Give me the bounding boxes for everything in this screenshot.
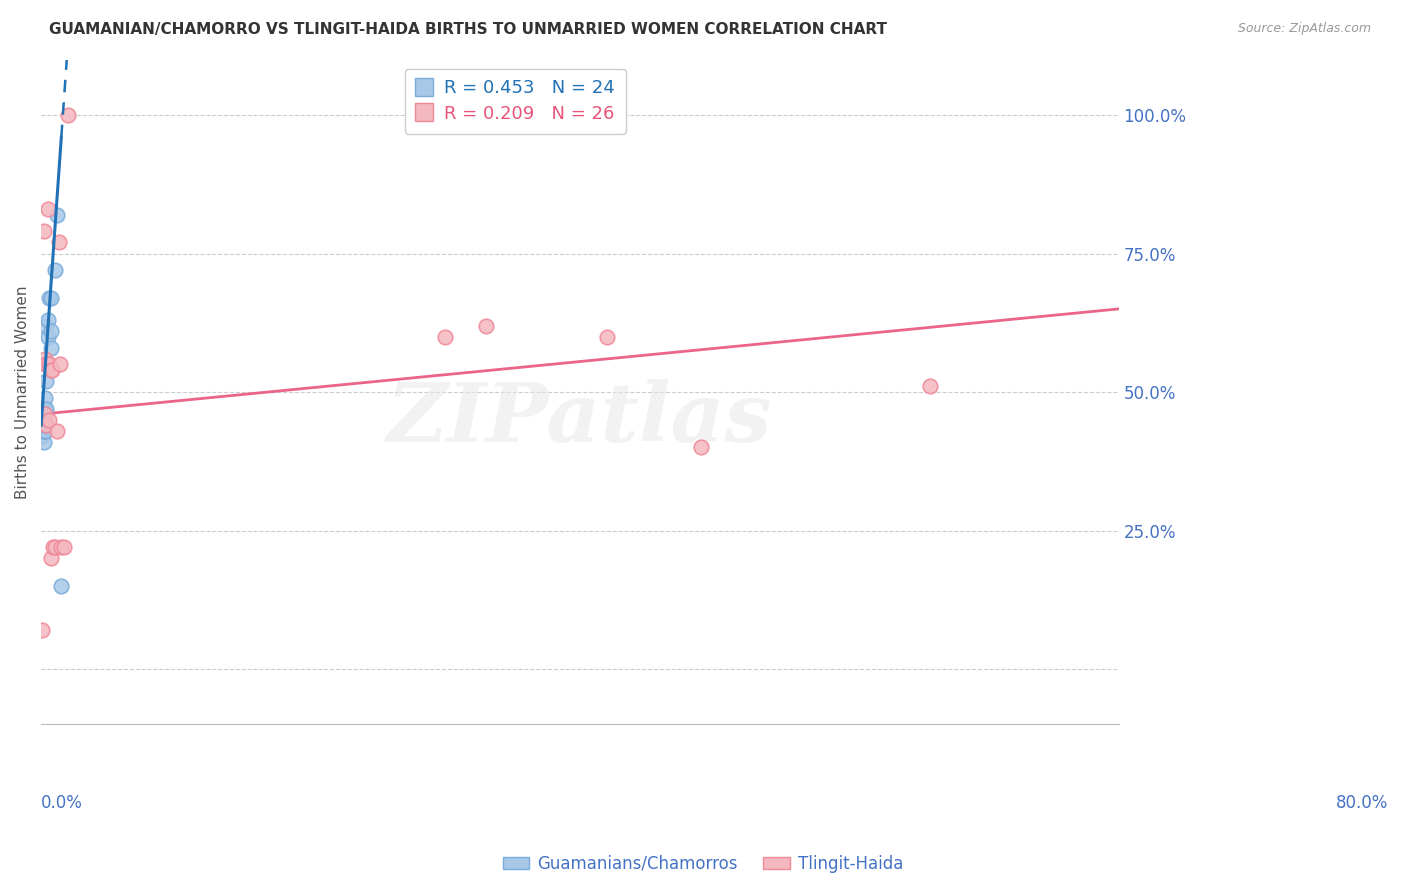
Point	[35, 418, 58, 433]
Point	[474, 318, 496, 333]
Point	[44, 540, 66, 554]
Point	[51, 579, 73, 593]
Point	[39, 551, 62, 566]
Point	[34, 391, 56, 405]
Point	[34, 424, 56, 438]
Point	[434, 329, 457, 343]
Point	[34, 413, 56, 427]
Point	[35, 401, 58, 416]
Text: ZIPatlas: ZIPatlas	[387, 378, 773, 458]
Point	[32, 434, 55, 449]
Point	[37, 329, 59, 343]
Point	[51, 540, 73, 554]
Point	[34, 401, 56, 416]
Point	[31, 418, 53, 433]
Text: Source: ZipAtlas.com: Source: ZipAtlas.com	[1237, 22, 1371, 36]
Point	[34, 357, 56, 371]
Point	[56, 108, 79, 122]
Point	[37, 202, 59, 217]
Legend: Guamanians/Chamorros, Tlingit-Haida: Guamanians/Chamorros, Tlingit-Haida	[496, 848, 910, 880]
Point	[35, 357, 58, 371]
Point	[38, 413, 60, 427]
Point	[690, 441, 713, 455]
Point	[41, 363, 63, 377]
Text: 0.0%: 0.0%	[41, 794, 83, 813]
Point	[32, 424, 55, 438]
Point	[39, 291, 62, 305]
Point	[37, 357, 59, 371]
Point	[35, 318, 58, 333]
Point	[596, 329, 619, 343]
Point	[34, 418, 56, 433]
Point	[31, 624, 53, 638]
Point	[46, 424, 69, 438]
Point	[31, 429, 53, 443]
Point	[35, 374, 58, 388]
Point	[44, 263, 66, 277]
Point	[48, 235, 70, 250]
Point	[53, 540, 76, 554]
Point	[38, 291, 60, 305]
Point	[32, 418, 55, 433]
Legend: R = 0.453   N = 24, R = 0.209   N = 26: R = 0.453 N = 24, R = 0.209 N = 26	[405, 69, 626, 134]
Point	[34, 351, 56, 366]
Point	[49, 357, 72, 371]
Point	[37, 313, 59, 327]
Y-axis label: Births to Unmarried Women: Births to Unmarried Women	[15, 285, 30, 499]
Point	[918, 379, 941, 393]
Point	[39, 363, 62, 377]
Point	[32, 224, 55, 238]
Text: GUAMANIAN/CHAMORRO VS TLINGIT-HAIDA BIRTHS TO UNMARRIED WOMEN CORRELATION CHART: GUAMANIAN/CHAMORRO VS TLINGIT-HAIDA BIRT…	[49, 22, 887, 37]
Point	[39, 341, 62, 355]
Text: 80.0%: 80.0%	[1336, 794, 1388, 813]
Point	[46, 208, 69, 222]
Point	[39, 324, 62, 338]
Point	[34, 407, 56, 421]
Point	[42, 540, 65, 554]
Point	[38, 357, 60, 371]
Point	[32, 424, 55, 438]
